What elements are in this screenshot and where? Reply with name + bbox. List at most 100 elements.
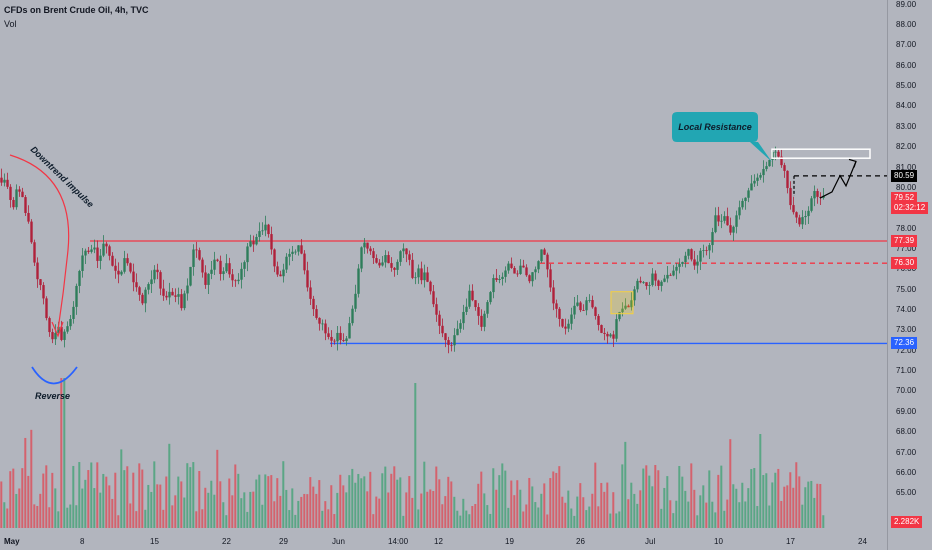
volume-bar (780, 500, 783, 528)
volume-bar (213, 494, 216, 528)
candle-body (339, 332, 342, 341)
volume-bar (753, 468, 756, 528)
volume-bar (717, 474, 720, 528)
volume-bar (399, 477, 402, 528)
volume-bar (63, 378, 66, 528)
time-tick-label: 29 (279, 537, 288, 546)
candle-body (321, 323, 324, 325)
candle-body (384, 255, 387, 263)
candle-body (582, 310, 585, 311)
candle-body (132, 271, 135, 283)
candle-body (279, 274, 282, 277)
candle-body (399, 251, 402, 262)
volume-bar (750, 469, 753, 528)
volume-bar (66, 507, 69, 528)
candle-body (612, 334, 615, 339)
candle-body (579, 302, 582, 311)
candle-body (714, 215, 717, 233)
volume-bar (153, 461, 156, 528)
candle-body (798, 217, 801, 225)
volume-bar (684, 490, 687, 528)
volume-bar (546, 514, 549, 528)
candle-body (708, 245, 711, 251)
volume-bar (414, 383, 417, 528)
volume-bar (123, 470, 126, 528)
candle-body (465, 306, 468, 312)
volume-bar (714, 512, 717, 528)
volume-bar (696, 515, 699, 528)
volume-bar (774, 472, 777, 528)
candle-body (474, 300, 477, 308)
candle-body (543, 249, 546, 255)
candle-body (600, 325, 603, 333)
candle-body (258, 231, 261, 237)
candle-body (336, 332, 339, 342)
volume-bar (270, 475, 273, 528)
candle-body (804, 216, 807, 218)
volume-bar (666, 476, 669, 528)
candle-body (672, 270, 675, 276)
volume-bar (438, 479, 441, 528)
candle-body (780, 156, 783, 166)
time-tick-label: 17 (786, 537, 795, 546)
candle-body (513, 267, 516, 274)
price-tick-label: 88.00 (896, 20, 917, 29)
candle-body (459, 323, 462, 329)
volume-bar (330, 485, 333, 528)
volume-bar (687, 501, 690, 528)
candle-body (555, 303, 558, 309)
candle-body (309, 287, 312, 299)
candle-body (270, 234, 273, 250)
volume-bar (327, 509, 330, 528)
volume-bar (423, 461, 426, 528)
candle-body (177, 294, 180, 297)
price-tick-label: 75.00 (896, 284, 917, 294)
candle-body (450, 344, 453, 346)
volume-bar (552, 471, 555, 528)
candle-body (174, 295, 177, 297)
volume-bar (783, 486, 786, 528)
candle-body (411, 259, 414, 278)
volume-bar (786, 485, 789, 528)
candle-body (312, 298, 315, 310)
candle-countdown-tag: 02:32:12 (891, 201, 929, 214)
reverse-arc (31, 366, 78, 385)
volume-bar (765, 473, 768, 528)
candle-body (720, 220, 723, 222)
volume-bar (585, 510, 588, 528)
volume-bar (303, 493, 306, 528)
candle-body (759, 175, 762, 178)
volume-bar (276, 478, 279, 528)
volume-bar (294, 514, 297, 528)
volume-bar (384, 466, 387, 528)
candle-body (786, 170, 789, 189)
candle-body (171, 291, 174, 296)
price-axis[interactable] (887, 0, 932, 550)
candle-body (762, 169, 765, 176)
volume-bar (618, 511, 621, 528)
volume-bar (498, 475, 501, 528)
candle-body (429, 281, 432, 292)
candle-body (255, 236, 258, 245)
volume-bar (408, 476, 411, 528)
candle-body (648, 285, 651, 286)
candle-body (588, 300, 591, 301)
candle-body (756, 177, 759, 181)
volume-bar (60, 378, 63, 528)
volume-bar (444, 496, 447, 528)
volume-bar (387, 492, 390, 528)
candle-body (699, 250, 702, 262)
volume-bar (309, 477, 312, 528)
candle-body (696, 261, 699, 266)
volume-bar (75, 505, 78, 528)
candle-body (594, 307, 597, 316)
candle-body (426, 272, 429, 282)
volume-bar (171, 505, 174, 528)
candle-body (414, 277, 417, 279)
volume-bar (807, 481, 810, 528)
price-tick-label: 86.00 (896, 60, 917, 70)
candle-body (717, 215, 720, 222)
volume-bar (366, 491, 369, 528)
